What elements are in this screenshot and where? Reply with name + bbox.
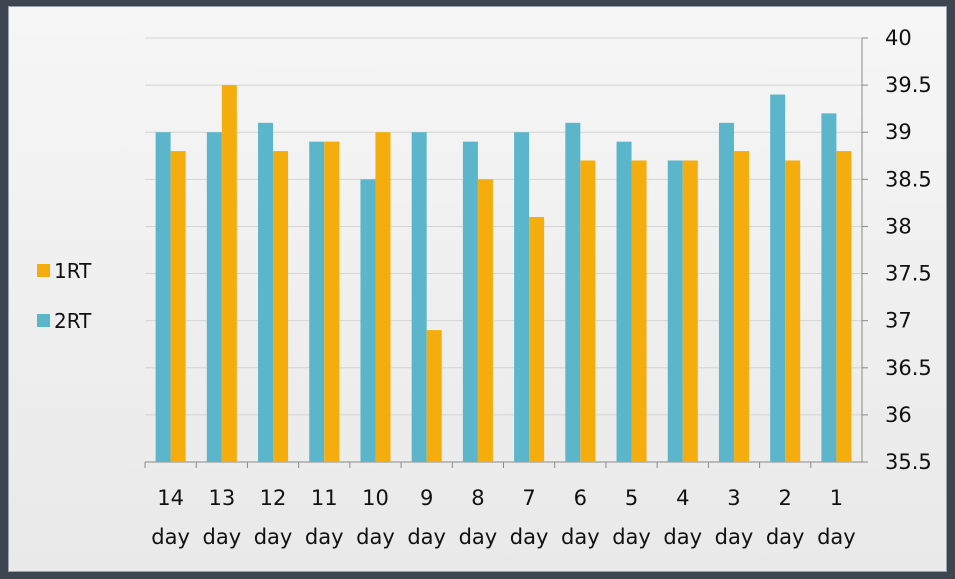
bar-2rt	[206, 132, 222, 462]
y-tick-label: 35.5	[885, 450, 932, 474]
category-label-number: 5	[625, 486, 638, 510]
category-label-unit: day	[817, 525, 856, 549]
bar-2rt	[258, 122, 274, 463]
y-tick-label: 39.5	[885, 73, 932, 97]
bar-1rt	[375, 132, 391, 462]
category-label-unit: day	[356, 525, 395, 549]
category-label-number: 7	[522, 486, 535, 510]
bar-1rt	[170, 151, 186, 463]
bar-1rt	[529, 217, 545, 462]
category-label-number: 3	[727, 486, 740, 510]
bar-2rt	[309, 141, 325, 462]
bar-2rt	[616, 141, 632, 462]
category-label-unit: day	[612, 525, 651, 549]
bar-2rt	[770, 94, 786, 463]
bar-2rt	[514, 132, 530, 462]
category-label-number: 4	[676, 486, 689, 510]
bar-1rt	[682, 160, 698, 462]
category-label-number: 11	[311, 486, 338, 510]
legend-label-2rt: 2RT	[54, 309, 92, 333]
legend-label-1rt: 1RT	[54, 259, 92, 283]
category-label-number: 10	[362, 486, 389, 510]
y-tick-label: 36.5	[885, 356, 932, 380]
bar-1rt	[580, 160, 596, 462]
bar-2rt	[155, 132, 171, 462]
bar-2rt	[565, 122, 581, 463]
bar-2rt	[411, 132, 427, 462]
category-label-unit: day	[407, 525, 446, 549]
category-label-unit: day	[459, 525, 498, 549]
y-tick-label: 36	[885, 403, 912, 427]
y-tick-label: 40	[885, 26, 912, 50]
bar-1rt	[273, 151, 289, 463]
bar-2rt	[667, 160, 683, 462]
bar-1rt	[785, 160, 801, 462]
category-label-unit: day	[305, 525, 344, 549]
bar-1rt	[836, 151, 852, 463]
category-label-number: 6	[574, 486, 587, 510]
bar-1rt	[477, 179, 493, 463]
bar-2rt	[718, 122, 734, 463]
category-label-unit: day	[663, 525, 702, 549]
category-label-number: 1	[830, 486, 843, 510]
category-label-unit: day	[561, 525, 600, 549]
category-label-unit: day	[203, 525, 242, 549]
legend-swatch-2rt	[37, 314, 50, 327]
bar-2rt	[360, 179, 376, 463]
category-label-unit: day	[766, 525, 805, 549]
category-label-number: 8	[471, 486, 484, 510]
bar-1rt	[733, 151, 749, 463]
category-label-number: 14	[157, 486, 184, 510]
category-label-number: 12	[260, 486, 287, 510]
y-tick-label: 37	[885, 309, 912, 333]
category-label-number: 13	[208, 486, 235, 510]
legend-swatch-1rt	[37, 264, 50, 277]
y-tick-label: 38.5	[885, 167, 932, 191]
bar-1rt	[221, 85, 237, 462]
category-label-unit: day	[510, 525, 549, 549]
bar-1rt	[631, 160, 647, 462]
bar-1rt	[426, 330, 442, 462]
y-tick-label: 39	[885, 120, 912, 144]
bar-2rt	[462, 141, 478, 462]
category-label-unit: day	[151, 525, 190, 549]
bar-1rt	[324, 141, 340, 462]
category-label-number: 2	[778, 486, 791, 510]
y-tick-label: 38	[885, 214, 912, 238]
category-label-unit: day	[715, 525, 754, 549]
y-tick-label: 37.5	[885, 262, 932, 286]
category-label-number: 9	[420, 486, 433, 510]
category-label-unit: day	[254, 525, 293, 549]
bar-2rt	[821, 113, 837, 462]
